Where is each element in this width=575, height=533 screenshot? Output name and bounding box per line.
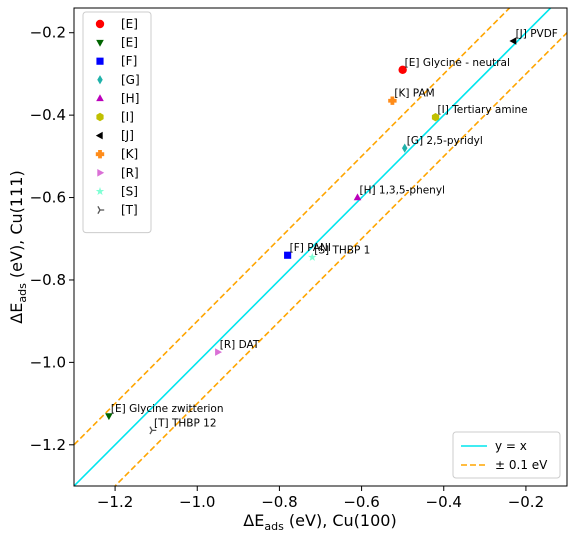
data-point — [149, 426, 157, 435]
legend-label: [J] — [121, 129, 134, 143]
y-tick-label: −1.0 — [30, 353, 66, 371]
lower-tolerance-line — [113, 32, 567, 486]
legend-label: [E] — [121, 17, 138, 31]
legend-label: ± 0.1 eV — [495, 458, 548, 472]
legend-label: [G] — [121, 73, 140, 87]
legend-marker — [96, 39, 104, 47]
point-label: [H] 1,3,5-phenyl — [359, 185, 445, 197]
legend-label: [R] — [121, 166, 139, 180]
point-label: [T] THBP 12 — [154, 417, 217, 429]
legend-marker — [97, 206, 105, 214]
data-point — [398, 65, 407, 75]
data-point — [401, 143, 408, 153]
y-tick-label: −1.2 — [30, 436, 66, 454]
point-label: [E] Glycine zwitterion — [111, 403, 224, 415]
upper-tolerance-line — [74, 8, 511, 446]
legend-label: [K] — [121, 147, 138, 161]
y-tick-label: −0.2 — [30, 24, 66, 42]
plot-frame — [73, 7, 568, 487]
data-point — [509, 37, 517, 45]
data-point — [105, 413, 113, 421]
legend-marker — [95, 19, 105, 29]
x-tick-label: −1.2 — [97, 493, 133, 511]
point-label: [E] Glycine - neutral — [405, 57, 510, 69]
legend-label: y = x — [495, 439, 527, 453]
legend-label: [I] — [121, 110, 134, 124]
marker-legend: [E] [E] [F] [G] [H] [I] [J] [K] [R] [S] [T] — [82, 11, 152, 234]
x-axis-title: ΔEads (eV), Cu(100) — [243, 511, 396, 533]
y-tick-label: −0.8 — [30, 271, 66, 289]
identity-line — [74, 8, 552, 486]
data-points — [105, 37, 517, 435]
point-label: [K] PAM — [394, 88, 434, 100]
legend-label: [F] — [121, 54, 137, 68]
x-tick-label: −1.0 — [179, 493, 215, 511]
x-tick-label: −0.2 — [508, 493, 544, 511]
legend-box — [82, 11, 152, 234]
data-point — [388, 96, 397, 105]
data-point — [284, 251, 292, 259]
x-tick-label: −0.8 — [261, 493, 297, 511]
legend-label: [S] — [121, 184, 138, 198]
reference-lines — [74, 8, 567, 486]
legend-label: [E] — [121, 36, 138, 50]
line-legend: y = x ± 0.1 eV — [452, 431, 561, 479]
x-axis: −1.2 −1.0 −0.8 −0.6 −0.4 −0.2 — [97, 486, 544, 511]
legend-marker — [97, 75, 103, 85]
data-point — [431, 113, 440, 122]
data-point — [353, 193, 362, 201]
legend-marker — [95, 150, 105, 159]
point-label: [I] Tertiary amine — [438, 104, 528, 116]
y-tick-label: −0.6 — [30, 189, 66, 207]
point-label: [F] PANI — [290, 242, 331, 254]
data-point — [215, 348, 222, 356]
legend-box — [452, 431, 561, 479]
y-axis: −1.2 −1.0 −0.8 −0.6 −0.4 −0.2 — [30, 24, 74, 454]
y-axis-title: ΔEads (eV), Cu(111) — [7, 170, 29, 323]
data-point — [308, 252, 317, 261]
legend-label: [H] — [121, 91, 139, 105]
legend-marker — [95, 187, 105, 195]
point-labels: [E] Glycine - neutral [E] Glycine zwitter… — [111, 28, 558, 429]
x-tick-label: −0.4 — [426, 493, 462, 511]
legend-marker — [96, 57, 104, 65]
legend-marker — [96, 112, 104, 122]
y-tick-label: −0.4 — [30, 106, 66, 124]
point-label: [G] 2,5-pyridyl — [407, 135, 483, 147]
legend-marker — [97, 169, 105, 177]
x-tick-label: −0.6 — [343, 493, 379, 511]
legend-marker — [95, 131, 103, 140]
point-label: [J] PVDF — [516, 28, 558, 40]
legend-label: [T] — [121, 203, 138, 217]
point-label: [R] DAT — [220, 339, 260, 351]
point-label: [S] THBP 1 — [314, 244, 370, 256]
legend-marker — [96, 94, 104, 102]
